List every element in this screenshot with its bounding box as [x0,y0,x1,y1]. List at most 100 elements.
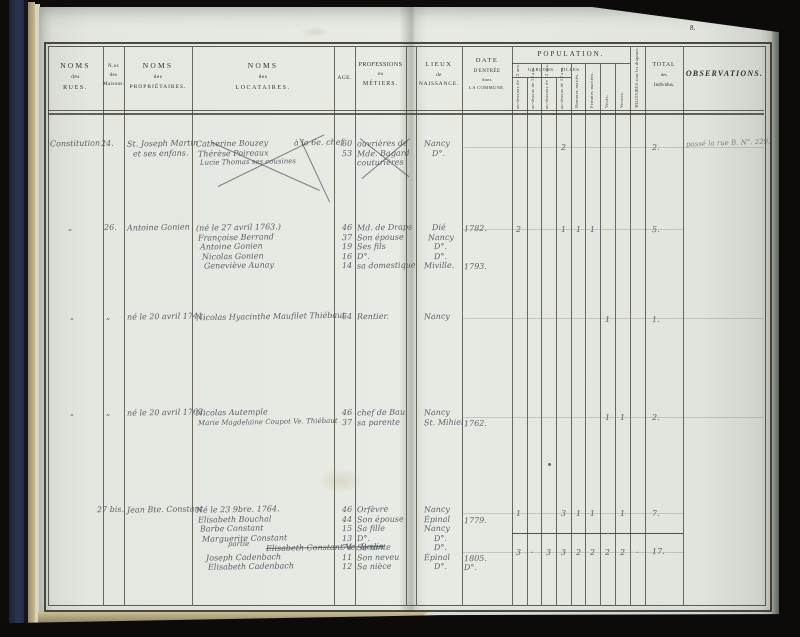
subcol-garcons-sous-12: au-dessous de 12 ans. [515,63,520,109]
table-rule [512,47,513,605]
tenant-name: Marguerite Constant [201,532,288,544]
population-count: 1 [589,508,596,519]
column-sum: 3 [560,547,567,558]
tenant-name: Thérèse Poireaux [197,147,269,159]
total-count: 7. [651,508,660,519]
table-rule [556,78,557,605]
column-header-rues: NOMS des RUES. [48,62,103,91]
subcol-veuves: Veuves. [619,91,624,108]
tenant-name: Elisabeth Cadenbach [207,561,295,572]
proprietor-name: Jean Bte. Constant [126,504,203,515]
table-rule [630,47,631,605]
tenant-age: 37 [341,417,353,427]
header-line: ou [377,72,384,77]
header-line: NOMS [142,61,174,70]
total-count: 2. [651,142,660,153]
birthplace: Nancy [423,504,450,515]
birthplace: Dié [431,222,446,233]
header-line: Individus. [653,82,675,88]
tenant-profession: Md. de Draps [356,222,413,233]
total-count: 1. [651,314,660,325]
tenant-profession: sa parente [356,417,401,427]
house-number: „ [105,407,111,418]
tenant-name: Barbe Constant [199,523,264,534]
table-rule [615,64,616,605]
population-count: 1 [604,314,611,325]
entry-date: D°. [463,562,478,573]
table-rule [645,47,646,605]
birthplace: Miville. [423,260,455,271]
birthplace: D°. [433,251,448,261]
subcol-femmes-mariees: Femmes mariées. [589,72,594,108]
tenant-name: (né le 27 avril 1763.) [195,222,281,233]
subcol-filles-plus-12: au-dessus de 12 ans. [559,66,564,109]
table-rule [462,229,683,230]
column-header-locataires: NOMS des LOCATAIRES. [192,62,334,91]
group-header-garcons: GARÇONS. [512,67,571,73]
house-number: „ [105,311,111,322]
table-rule [462,417,764,418]
tenant-profession: Orfèvre [356,504,389,515]
table-rule [462,47,463,605]
birthplace: D°. [433,533,448,543]
tenant-age: 14 [341,260,353,271]
street-name: „ [69,311,75,322]
column-sum: 2 [589,547,596,558]
population-count: 2 [515,224,522,235]
header-line: LA COMMUNE. [469,85,505,90]
birthplace: D°. [433,561,448,572]
tenant-profession: Sa nièce [356,561,392,572]
column-header-maisons: N.os des Maisons. [103,64,124,91]
header-line: PROFESSIONS [358,62,403,68]
tenant-name: Né le 23 9bre. 1764. [195,504,280,515]
table-rule [355,47,356,605]
table-rule [571,64,572,605]
total-count: 5. [651,224,660,235]
street-name: „ [67,222,73,233]
house-number: 27 bis. [96,504,125,515]
population-count: 1 [619,508,626,519]
header-line: OBSERVATIONS. [685,69,764,78]
tenant-profession: Ses fils [356,241,386,252]
tenant-profession: Rentier. [356,311,389,322]
birthplace: Épinal [423,514,451,524]
page-stain [300,26,330,38]
page-right-edge [772,10,779,620]
header-line: des [258,73,268,80]
street-name: Constitution [49,138,101,149]
header-line: dans [482,76,492,82]
proprietor-name: Antoine Gonien [126,222,190,233]
header-line: TOTAL [652,62,676,68]
table-rule [124,47,125,605]
column-header-observations: OBSERVATIONS. [683,70,766,78]
table-rule [683,47,684,605]
background-right [779,0,800,637]
header-line: des [109,73,118,78]
table-rule [48,113,764,115]
table-rule [512,533,683,534]
tenant-age: 16 [341,251,353,261]
page-stack-edge-light [35,4,40,630]
birthplace: Nancy [423,311,450,322]
tenant-name: Antoine Gonien [199,241,263,252]
tenant-name: Geneviève Aunay [203,260,275,271]
table-rule [541,64,542,605]
entry-date: 1782. [463,223,487,234]
book-spine [9,0,24,637]
tenant-profession: ouvrières de [356,138,408,149]
tenant-profession: Son épouse [356,514,404,524]
birthplace: D°. [433,542,448,553]
birthplace: D°. [431,148,446,158]
population-count: 2 [560,142,567,153]
subcol-veufs: Veufs. [604,94,609,108]
subcol-hommes-maries: Hommes mariés. [574,73,579,108]
background-bottom [0,614,800,637]
tenant-profession: couturières [356,157,404,168]
header-line: D'ENTRÉE [473,68,501,74]
total-count: 2. [651,412,660,423]
header-line: RUES. [63,85,88,91]
table-rule [527,78,528,605]
tenant-note: à la 6e. chef [293,137,344,148]
population-count: 1 [560,224,567,235]
header-line: des [71,73,80,80]
